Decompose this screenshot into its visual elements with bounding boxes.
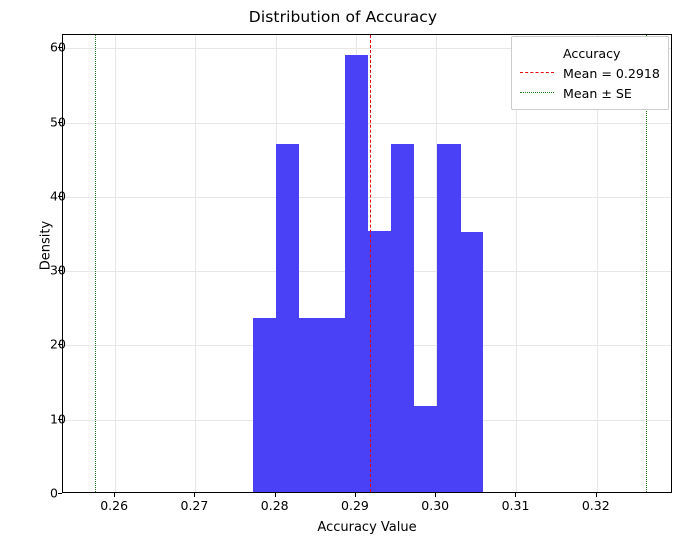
x-tick-label-2: 0.28 (260, 498, 289, 513)
x-tick-mark-6 (595, 493, 597, 497)
legend-item-se: Mean ± SE (520, 83, 660, 103)
legend-dashed-line-icon (520, 66, 554, 80)
y-tick-mark-0 (58, 493, 62, 494)
x-tick-mark-0 (114, 493, 116, 497)
y-tick-label-2: 20 (50, 336, 66, 352)
y-tick-mark-3 (58, 270, 62, 272)
x-tick-label-1: 0.27 (180, 498, 209, 513)
histogram-bar (298, 318, 323, 492)
x-tick-label-6: 0.32 (581, 498, 610, 513)
x-axis-label: Accuracy Value (317, 520, 417, 535)
y-tick-label-0: 0 (50, 485, 58, 501)
y-tick-label-1: 10 (50, 411, 66, 427)
legend-label-se: Mean ± SE (563, 85, 632, 101)
y-tick-label-5: 50 (50, 114, 66, 130)
histogram-bar (413, 405, 438, 492)
y-tick-mark-5 (58, 121, 62, 123)
legend-swatch-icon (520, 46, 554, 60)
histogram-bar (253, 318, 277, 492)
histogram-bar (275, 144, 300, 492)
gridline-x-0 (115, 35, 117, 492)
y-tick-label-6: 60 (50, 39, 66, 55)
x-tick-mark-1 (194, 493, 196, 497)
chart-legend: Accuracy Mean = 0.2918 Mean ± SE (511, 36, 669, 110)
x-tick-mark-4 (435, 493, 437, 497)
legend-dotted-line-icon (520, 86, 554, 100)
histogram-bar (322, 318, 346, 492)
gridline-x-4 (436, 35, 438, 492)
y-tick-label-3: 30 (50, 262, 66, 278)
x-tick-mark-2 (274, 493, 276, 497)
se-upper-line (645, 35, 647, 492)
histogram-bar (344, 55, 369, 492)
x-tick-label-5: 0.31 (501, 498, 530, 513)
x-tick-mark-5 (515, 493, 517, 497)
legend-item-accuracy: Accuracy (520, 43, 660, 63)
y-tick-mark-1 (58, 418, 62, 420)
gridline-y-6 (63, 48, 671, 50)
y-tick-label-4: 40 (50, 188, 66, 204)
mean-line (370, 35, 372, 492)
x-tick-label-4: 0.30 (421, 498, 450, 513)
histogram-bar (460, 232, 484, 492)
legend-label-accuracy: Accuracy (563, 45, 621, 61)
chart-title: Distribution of Accuracy (248, 8, 438, 26)
y-tick-mark-6 (58, 47, 62, 49)
se-lower-line (95, 35, 97, 492)
legend-label-mean: Mean = 0.2918 (563, 65, 660, 81)
plot-area (62, 34, 672, 493)
gridline-x-1 (195, 35, 197, 492)
gridline-x-5 (516, 35, 518, 492)
histogram-bar (437, 144, 461, 492)
legend-item-mean: Mean = 0.2918 (520, 63, 660, 83)
y-axis-label: Density (38, 220, 54, 271)
x-tick-mark-3 (354, 493, 356, 497)
histogram-bar (368, 230, 392, 492)
x-tick-label-3: 0.29 (341, 498, 369, 513)
x-tick-label-0: 0.26 (100, 498, 129, 513)
y-tick-mark-4 (58, 195, 62, 197)
gridline-x-6 (596, 35, 598, 492)
histogram-bar (391, 144, 415, 492)
y-tick-mark-2 (58, 344, 62, 346)
